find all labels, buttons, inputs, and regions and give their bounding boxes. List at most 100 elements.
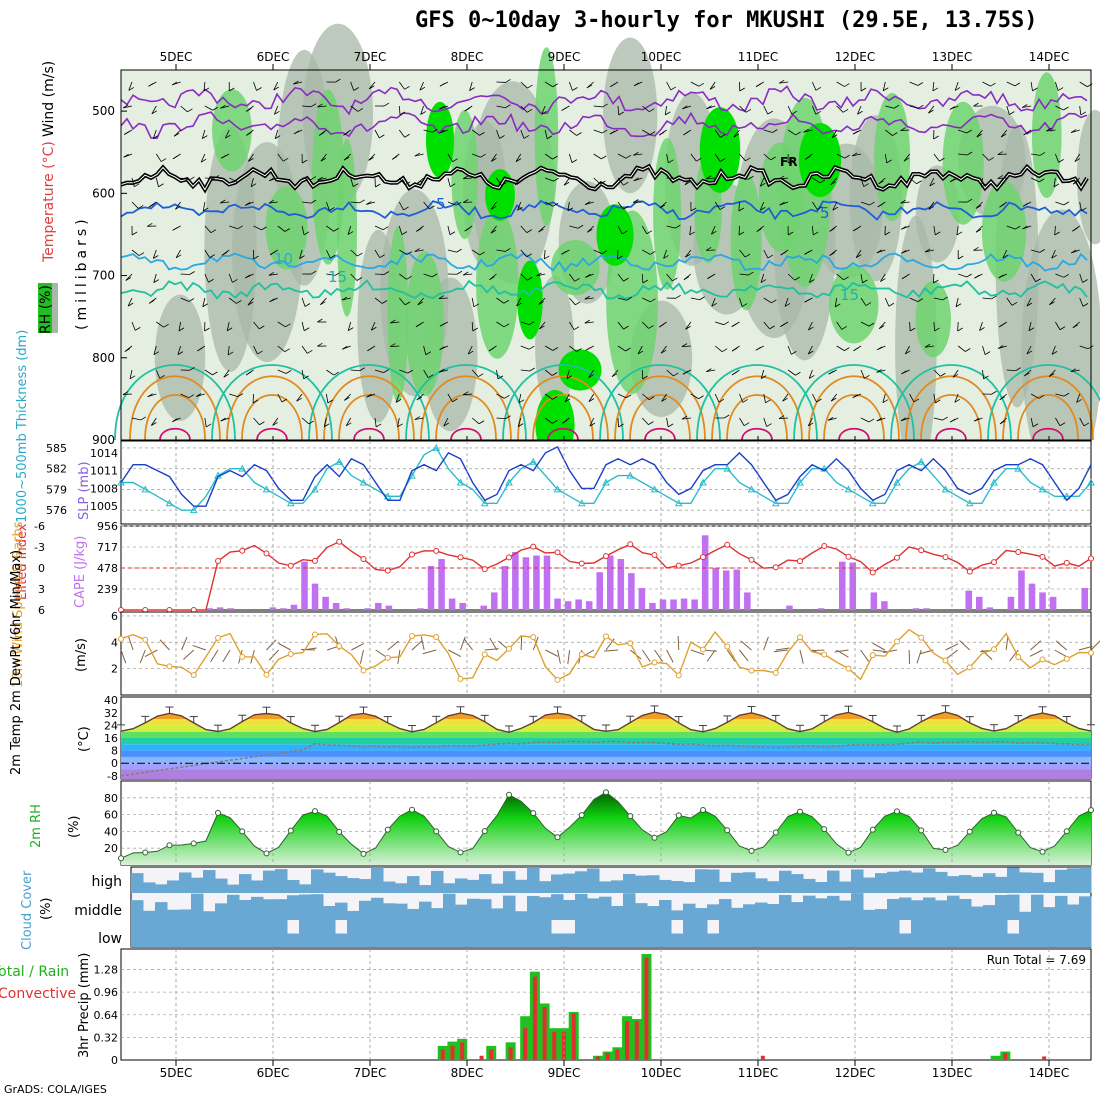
rh2m-marker: [603, 789, 609, 796]
upper-barb-flag: [160, 158, 167, 162]
upper-barb-flag: [684, 181, 691, 186]
cloud-block: [1055, 869, 1068, 893]
cloud-block: [683, 903, 696, 920]
upper-barb-flag: [552, 347, 559, 351]
upper-barb-flag: [177, 351, 184, 355]
upper-barb-flag: [391, 156, 398, 160]
dewpoint-line: [120, 740, 1092, 777]
precip-convective-bar: [532, 976, 537, 1060]
cloud-block: [155, 920, 168, 947]
upper-barb-flag: [876, 249, 882, 254]
upper-barb-flag: [221, 154, 227, 159]
cloud-block: [803, 920, 816, 947]
upper-ylabel-units: (millibars): [74, 215, 90, 330]
wind10m-line-marker: [142, 636, 149, 643]
cloud-block: [179, 872, 192, 893]
upper-barb-flag: [975, 205, 982, 209]
thickness-line-marker: [165, 499, 174, 507]
upper-barb-flag: [1022, 104, 1028, 108]
rh2m-marker: [942, 846, 949, 853]
upper-barb: [326, 225, 334, 232]
cloud-block: [467, 920, 480, 947]
upper-barb: [909, 393, 915, 403]
upper-barb-flag: [1048, 373, 1055, 377]
upper-barb: [496, 321, 505, 328]
upper-barb-flag: [274, 135, 281, 139]
upper-barb: [347, 321, 352, 331]
cloud-block: [803, 895, 816, 920]
upper-barb-flag: [517, 423, 524, 427]
precip-tick-label: 0.96: [94, 986, 119, 999]
upper-barb: [617, 393, 627, 399]
credit-text: GrADS: COLA/IGES: [4, 1083, 107, 1096]
cloud-block: [923, 920, 936, 947]
upper-barb: [952, 369, 959, 378]
upper-barb: [151, 105, 157, 115]
rh2m-marker: [554, 834, 561, 841]
upper-barb-flag: [618, 111, 624, 116]
upper-barb: [471, 369, 479, 377]
wind10m-line-marker: [384, 654, 391, 661]
li-tick-label: 6: [38, 604, 45, 617]
upper-barb: [514, 177, 522, 186]
cape-bar: [491, 592, 498, 610]
cloud-block: [1019, 872, 1032, 893]
upper-barb: [812, 177, 821, 184]
upper-barb-flag: [187, 108, 193, 113]
upper-barb-flag: [259, 325, 265, 330]
upper-barb: [347, 225, 352, 235]
upper-barb-flag: [683, 131, 689, 136]
cape-bar: [786, 605, 793, 610]
upper-barb-flag: [171, 81, 178, 86]
upper-barb-flag: [929, 182, 935, 187]
upper-barb-flag: [981, 183, 987, 188]
upper-barb: [204, 417, 207, 427]
upper-barb: [787, 105, 793, 115]
upper-barb: [909, 321, 911, 332]
upper-barb-flag: [539, 325, 545, 330]
thickness-line-marker: [1087, 478, 1095, 486]
upper-barb: [690, 153, 697, 162]
upper-barb: [932, 81, 935, 91]
upper-barb-flag: [719, 206, 726, 210]
upper-barb-flag: [828, 370, 834, 375]
precip-convective-bar: [523, 1028, 528, 1060]
upper-barb-flag: [414, 416, 420, 420]
upper-barb-flag: [237, 178, 243, 183]
upper-barb-flag: [577, 224, 584, 229]
upper-barb: [277, 321, 286, 328]
thickness-line-marker: [480, 499, 489, 507]
upper-barb-flag: [658, 323, 665, 328]
cloud-block: [755, 902, 768, 920]
slp-tick-label: 1008: [90, 482, 118, 495]
li-tick-label: 0: [38, 562, 45, 575]
cape-bar: [701, 535, 709, 610]
upper-barb-flag: [585, 274, 591, 278]
upper-barb: [1074, 153, 1081, 162]
wind10m-barb: [959, 640, 971, 651]
upper-barb: [1006, 297, 1013, 306]
upper-barb-flag: [220, 417, 226, 422]
cloud-block: [371, 867, 384, 893]
upper-barb: [706, 369, 716, 373]
date-label-top: 6DEC: [257, 50, 290, 64]
upper-barb-flag: [406, 275, 412, 280]
wind10m-barb: [463, 638, 474, 651]
upper-barb-flag: [1000, 133, 1007, 138]
cape-bar: [375, 602, 382, 610]
cloud-block: [575, 920, 588, 947]
rh2m-tick-label: 40: [104, 825, 118, 838]
upper-barb: [569, 297, 576, 306]
upper-barb: [301, 417, 310, 425]
upper-barb: [714, 129, 721, 138]
cloud-block: [539, 881, 552, 893]
cloud-block: [143, 910, 156, 920]
rh2m-marker: [1063, 828, 1070, 835]
li-line-marker: [869, 569, 876, 576]
upper-barb-flag: [489, 276, 495, 281]
upper-barb-flag: [220, 104, 226, 109]
cloud-level-low: low: [98, 931, 122, 947]
upper-barb-flag: [733, 133, 740, 138]
upper-barb: [954, 393, 959, 403]
upper-barb-flag: [253, 255, 259, 260]
